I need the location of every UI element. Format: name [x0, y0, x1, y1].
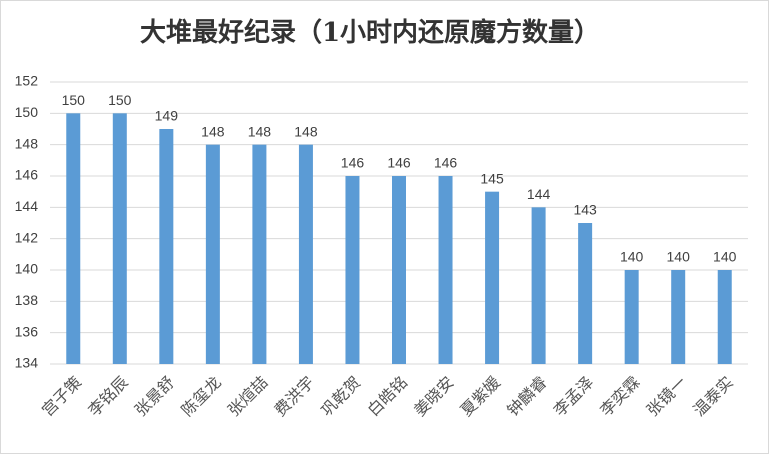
- y-tick-label: 136: [15, 323, 39, 339]
- data-label: 146: [341, 155, 365, 171]
- y-tick-label: 152: [15, 73, 39, 89]
- bar: [717, 270, 732, 364]
- data-label: 145: [480, 170, 504, 186]
- y-tick-label: 144: [15, 198, 39, 214]
- bar: [345, 176, 360, 364]
- data-label: 140: [667, 249, 691, 265]
- data-label: 150: [108, 92, 132, 108]
- bar: [159, 129, 174, 364]
- y-tick-label: 138: [15, 292, 39, 308]
- bar: [298, 144, 313, 364]
- bar: [252, 144, 267, 364]
- data-label: 150: [62, 92, 86, 108]
- data-label: 146: [434, 155, 458, 171]
- data-label: 146: [387, 155, 411, 171]
- data-label: 140: [713, 249, 737, 265]
- bar: [112, 113, 127, 364]
- bar: [392, 176, 406, 364]
- y-tick-label: 146: [15, 167, 39, 183]
- bar: [578, 223, 593, 364]
- bar: [205, 144, 220, 364]
- bar: [531, 207, 546, 364]
- y-tick-label: 142: [15, 229, 39, 245]
- data-label: 144: [527, 186, 551, 202]
- data-label: 148: [294, 123, 318, 139]
- bar: [624, 270, 639, 364]
- y-tick-label: 140: [15, 261, 39, 277]
- bar: [66, 113, 81, 364]
- data-label: 148: [201, 123, 225, 139]
- bar: [485, 191, 500, 364]
- bar: [438, 176, 453, 364]
- data-label: 148: [248, 123, 272, 139]
- y-tick-label: 148: [15, 135, 39, 151]
- data-label: 140: [620, 249, 644, 265]
- chart-title: 大堆最好纪录（1小时内还原魔方数量）: [140, 17, 600, 48]
- data-label: 143: [573, 202, 597, 218]
- y-tick-label: 150: [15, 104, 39, 120]
- y-tick-label: 134: [15, 355, 39, 371]
- bar: [671, 270, 686, 364]
- data-label: 149: [155, 108, 179, 124]
